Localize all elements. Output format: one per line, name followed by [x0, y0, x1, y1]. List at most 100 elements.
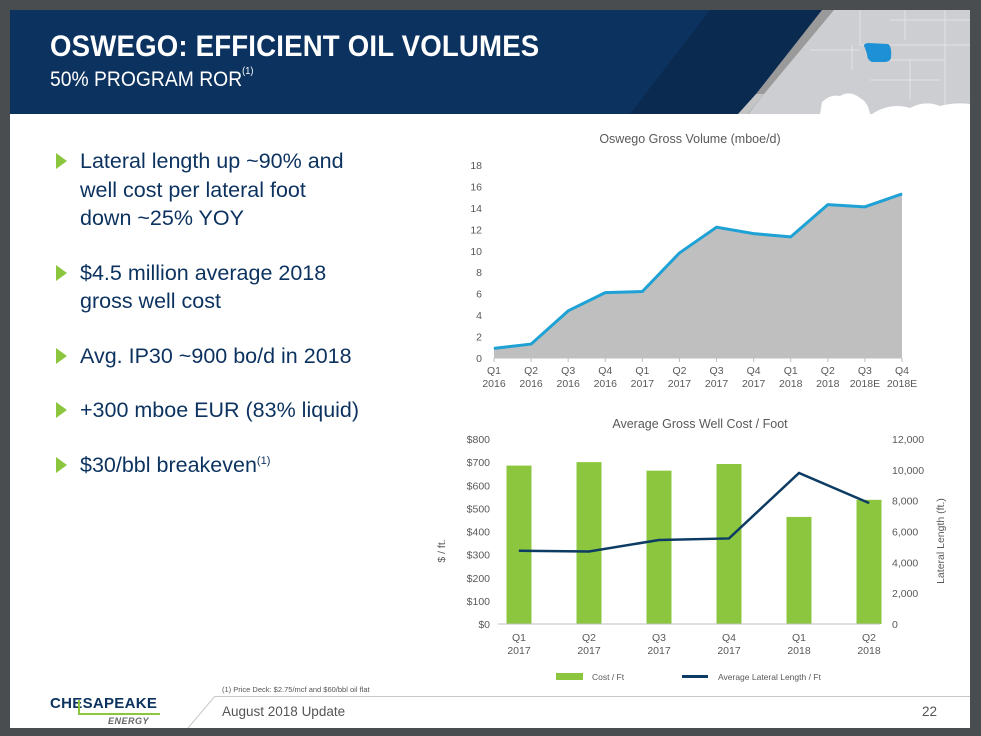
bullet-text-line: +300 mboe EUR (83% liquid): [80, 398, 360, 422]
x-tick-label: 2017: [507, 645, 531, 657]
y-tick-label: $500: [467, 503, 491, 515]
y-tick-label: 10: [470, 246, 482, 258]
subtitle-footnote-ref: (1): [242, 66, 254, 77]
y-tick-label: 0: [476, 353, 482, 365]
chart-legend: Cost / Ft Average Lateral Length / Ft: [556, 672, 821, 682]
gross-volume-chart: Oswego Gross Volume (mboe/d) 0 2 4 6 8 10 12 14…: [470, 132, 917, 390]
y-tick-label: $700: [467, 457, 491, 469]
x-tick-label: 2017: [742, 378, 766, 390]
x-tick-label: 2017: [577, 645, 601, 657]
x-tick-label: Q2: [582, 632, 596, 644]
x-tick-label: 2017: [668, 378, 692, 390]
x-tick-label: 2018: [816, 378, 840, 390]
x-tick-label: 2016: [519, 378, 543, 390]
page-subtitle: 50% PROGRAM ROR(1): [50, 66, 254, 92]
x-tick-label: 2018: [857, 645, 881, 657]
footer-update-label: August 2018 Update: [222, 704, 346, 719]
y-tick-label: $800: [467, 434, 491, 446]
lateral-length-line: [518, 471, 870, 553]
y-right-tick-label: 2,000: [892, 588, 918, 600]
y-right-tick-label: 0: [892, 619, 898, 631]
data-point: [868, 502, 870, 504]
x-tick-label: 2018: [779, 378, 803, 390]
x-tick-label: Q2: [672, 365, 686, 377]
subtitle-text: 50% PROGRAM ROR: [50, 68, 243, 91]
region-map: [630, 10, 970, 114]
footer-slash: [187, 696, 216, 728]
data-point: [798, 472, 800, 474]
y-tick-label: 6: [476, 289, 482, 301]
area-fill: [494, 193, 902, 358]
footer-divider: [215, 696, 970, 697]
logo-sub: ENERGY: [108, 716, 150, 726]
x-tick-label: 2016: [482, 378, 506, 390]
bullet-item: $4.5 million average 2018 gross well cos…: [54, 259, 434, 316]
y-tick-label: $300: [467, 550, 491, 562]
data-point: [518, 550, 520, 552]
bullet-arrow-icon: [56, 153, 67, 169]
y-right-tick-label: 8,000: [892, 496, 918, 508]
x-tick-label: Q3: [710, 365, 724, 377]
bullet-text-line: well cost per lateral foot: [80, 177, 306, 202]
bullet-text-line: gross well cost: [80, 289, 221, 313]
x-tick-label: Q3: [858, 365, 872, 377]
data-point: [641, 291, 643, 293]
data-point: [716, 226, 718, 228]
state-borders: [810, 10, 970, 114]
well-cost-chart: Average Gross Well Cost / Foot $ / ft. L…: [436, 417, 947, 682]
header-shade: [630, 10, 830, 114]
y-tick-label: 8: [476, 267, 482, 279]
y-tick-label: 18: [470, 160, 482, 172]
bullet-item: Lateral length up ~90% and well cost per…: [54, 147, 434, 233]
bar: [646, 470, 672, 624]
data-point: [567, 310, 569, 312]
x-tick-label: 2016: [557, 378, 581, 390]
bullet-arrow-icon: [56, 347, 67, 364]
bullet-footnote-ref: (1): [256, 454, 271, 467]
x-tick-label: 2017: [647, 645, 671, 657]
data-point: [493, 347, 495, 349]
x-tick-label: 2018E: [850, 378, 880, 390]
bar: [786, 516, 812, 624]
y-tick-label: $0: [478, 619, 490, 631]
x-tick-label: Q2: [862, 632, 876, 644]
x-tick-label: 2018: [787, 645, 811, 657]
y-right-tick-label: 12,000: [892, 434, 924, 446]
x-tick-label: Q2: [524, 365, 538, 377]
bullet-text-line: $30/bbl breakeven: [80, 452, 257, 477]
bar: [506, 465, 532, 624]
logo-name: CHESAPEAKE: [50, 695, 158, 712]
y-tick-label: $600: [467, 480, 491, 492]
legend-swatch-lateral: [682, 675, 708, 678]
oswego-region-highlight: [864, 43, 892, 62]
x-tick-label: Q1: [792, 632, 806, 644]
bullet-arrow-icon: [56, 402, 67, 418]
x-tick-label: 2017: [631, 378, 655, 390]
chart-title: Average Gross Well Cost / Foot: [612, 417, 788, 431]
header-accent-stripe: [756, 10, 834, 94]
data-point: [901, 193, 903, 195]
x-tick-label: 2017: [717, 645, 741, 657]
bar: [716, 463, 742, 624]
legend-swatch-cost: [556, 673, 583, 680]
y-tick-label: $200: [467, 573, 491, 585]
y-tick-label: $100: [467, 596, 491, 608]
x-tick-label: 2018E: [887, 378, 917, 390]
legend-label-lateral: Average Lateral Length / Ft: [718, 672, 821, 682]
data-point: [864, 206, 866, 208]
x-tick-label: Q4: [722, 632, 736, 644]
page-number: 22: [922, 704, 938, 719]
bullet-text-line: $4.5 million average 2018: [80, 260, 327, 285]
x-tick-label: Q2: [821, 365, 835, 377]
y-tick-label: 4: [476, 310, 482, 322]
bullet-item: +300 mboe EUR (83% liquid): [54, 396, 434, 425]
bar: [576, 462, 602, 624]
footnote: (1) Price Deck: $2.75/mcf and $60/bbl oi…: [222, 685, 370, 694]
data-point: [678, 252, 680, 254]
bullet-item: Avg. IP30 ~900 bo/d in 2018: [54, 342, 434, 371]
bullet-text-line: Avg. IP30 ~900 bo/d in 2018: [80, 343, 352, 368]
header-banner: OSWEGO: EFFICIENT OIL VOLUMES 50% PROGRA…: [10, 10, 970, 114]
y-right-tick-label: 6,000: [892, 527, 918, 539]
series-line: [493, 192, 903, 350]
data-point: [728, 537, 730, 539]
